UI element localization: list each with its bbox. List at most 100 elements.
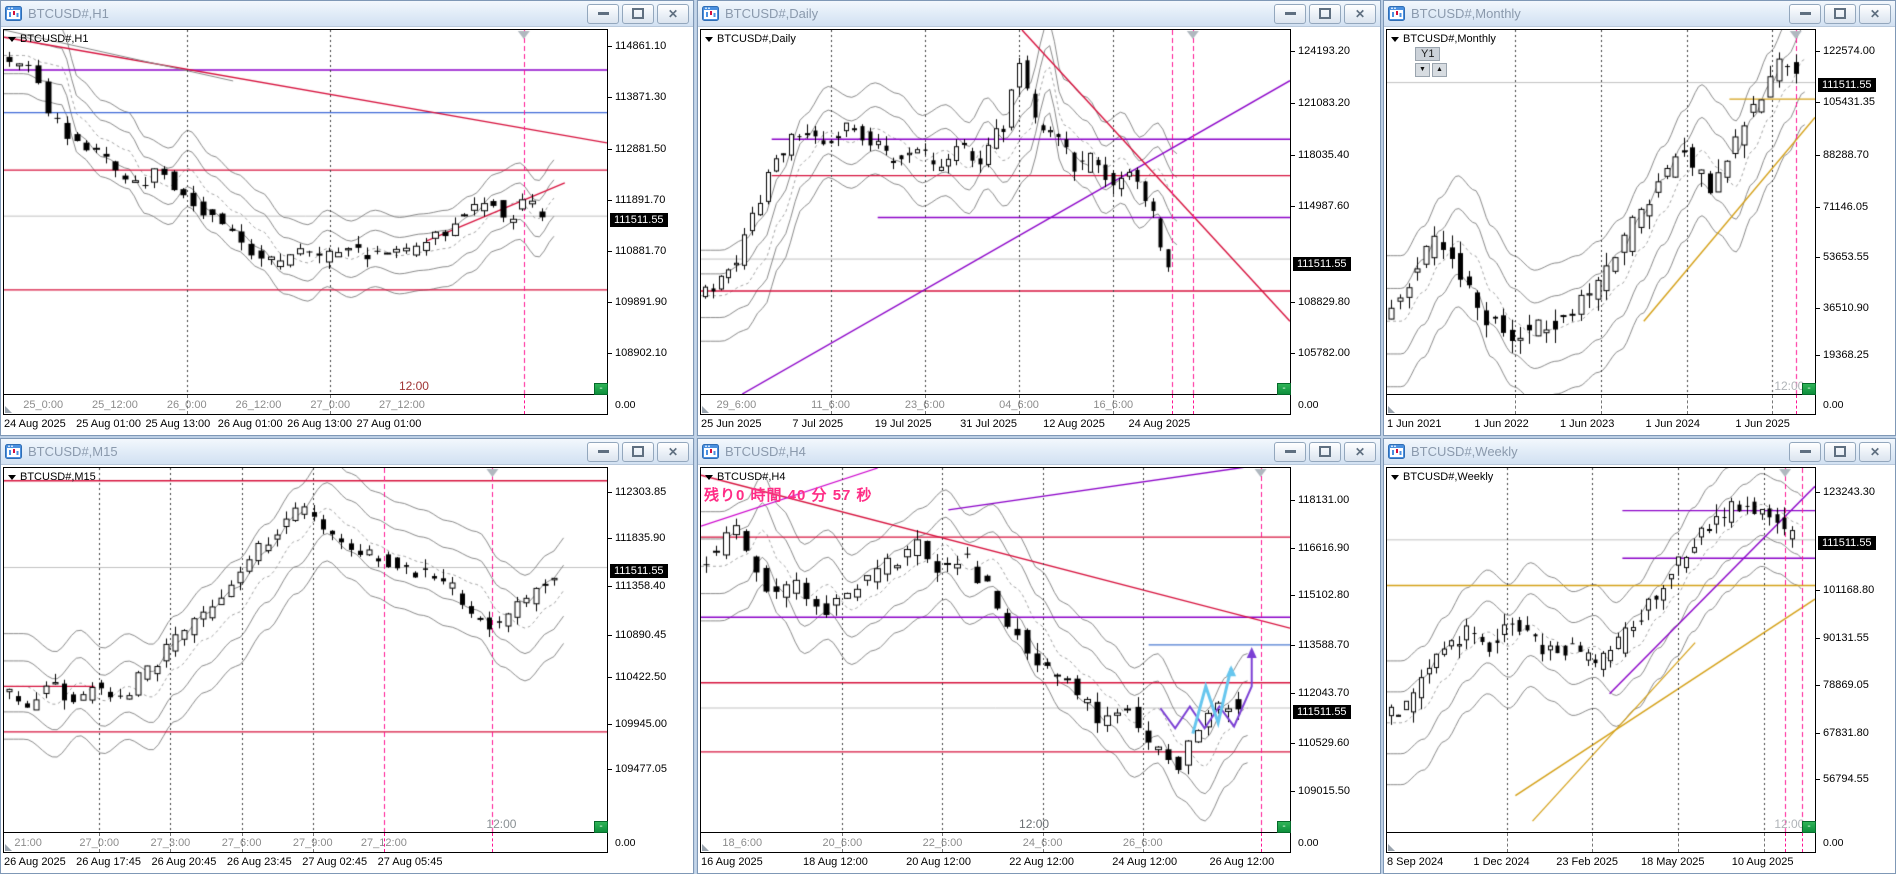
minimize-button[interactable] [1789, 3, 1821, 24]
current-price-box: 111511.55 [1818, 536, 1876, 551]
separator-dash [1795, 395, 1797, 414]
minimize-button[interactable] [587, 3, 619, 24]
axis-tick [1291, 790, 1295, 792]
axis-tick [608, 251, 612, 253]
chart-canvas [4, 468, 607, 832]
price-axis-label: 108902.10 [615, 347, 667, 360]
close-icon: ✕ [667, 6, 679, 21]
axis-tick [608, 302, 612, 304]
price-axis-label: 90131.55 [1823, 632, 1869, 645]
price-scale[interactable]: 114861.10 113871.30 112881.50 111891.70 1108… [608, 29, 693, 432]
close-button[interactable]: ✕ [657, 441, 689, 462]
subwindow-expand-button[interactable]: - [1802, 383, 1816, 395]
subwindow-expand-button[interactable]: - [1277, 383, 1291, 395]
main-chart-area[interactable]: BTCUSD#,H1 12:00 - [3, 29, 608, 395]
window-body: BTCUSD#,H4 残り0 時間 40 分 57 秒 12:00-118131.0… [698, 465, 1380, 873]
minimize-button[interactable] [1274, 441, 1306, 462]
maximize-button[interactable] [1309, 3, 1341, 24]
price-axis-label: 109891.90 [615, 296, 667, 309]
axis-tick [1291, 102, 1295, 104]
price-scale[interactable]: 123243.30 101168.80 90131.55 78869.05 67831.… [1816, 467, 1895, 870]
date-axis-label: 1 Jun 2022 [1474, 418, 1529, 430]
window-title: BTCUSD#,M15 [28, 444, 118, 459]
axis-tick [608, 676, 612, 678]
price-axis-label: 122574.00 [1823, 44, 1875, 57]
window-titlebar[interactable]: BTCUSD#,Daily ✕ [698, 1, 1380, 27]
date-axis-label: 18 May 2025 [1640, 856, 1705, 868]
price-scale[interactable]: 112303.85 111835.90 111358.40 110890.45 1104… [608, 467, 693, 870]
axis-tick [1816, 684, 1820, 686]
period-separator-panel: 29_6:00 11_6:00 23_6:00 04_6:00 16_6:00 [700, 394, 1291, 415]
price-scale[interactable]: 118131.00 116616.90 115102.80 113588.70 1120… [1291, 467, 1380, 870]
date-axis-label: 19 Jul 2025 [874, 418, 932, 430]
window-titlebar[interactable]: BTCUSD#,M15 ✕ [1, 439, 693, 465]
price-scale[interactable]: 124193.20 121083.20 118035.40 114987.60 1088… [1291, 29, 1380, 432]
date-axis-label: 22 Aug 12:00 [1009, 856, 1075, 868]
separator-dash [1772, 395, 1774, 414]
main-chart-area[interactable]: BTCUSD#,Monthly Y1 ▼ ▲ 12:00- [1386, 29, 1816, 395]
window-titlebar[interactable]: BTCUSD#,Weekly ✕ [1384, 439, 1895, 465]
date-axis-label: 26 Aug 2025 [4, 856, 66, 868]
axis-tick [1816, 256, 1820, 258]
close-button[interactable]: ✕ [1859, 441, 1891, 462]
window-titlebar[interactable]: BTCUSD#,Monthly ✕ [1384, 1, 1895, 27]
subwindow-expand-button[interactable]: - [1277, 821, 1291, 833]
main-chart-area[interactable]: BTCUSD#,H4 残り0 時間 40 分 57 秒 12:00 - [700, 467, 1291, 833]
chart-symbol-text: BTCUSD#,H1 [20, 33, 89, 45]
candle-countdown-text: 残り0 時間 40 分 57 秒 [704, 487, 873, 504]
dropdown-arrow-icon [1391, 36, 1399, 42]
period-separator-panel [1386, 832, 1816, 853]
maximize-button[interactable] [1824, 441, 1856, 462]
window-controls: ✕ [1274, 441, 1376, 462]
main-chart-area[interactable]: BTCUSD#,M15 12:00 - [3, 467, 608, 833]
maximize-button[interactable] [1309, 441, 1341, 462]
minimize-icon [597, 12, 609, 15]
chart-symbol-label: BTCUSD#,Weekly [1391, 471, 1493, 483]
price-axis-label: 111835.90 [615, 532, 666, 545]
window-titlebar[interactable]: BTCUSD#,H1 ✕ [1, 1, 693, 27]
minimize-button[interactable] [1274, 3, 1306, 24]
chart-window: BTCUSD#,Daily ✕ BTCUSD#,Daily - 124193.20 121… [697, 0, 1381, 436]
price-axis-label: 118131.00 [1298, 494, 1350, 507]
window-titlebar[interactable]: BTCUSD#,H4 ✕ [698, 439, 1380, 465]
subwindow-expand-button[interactable]: - [594, 383, 608, 395]
period-separator-panel: 18_6:00 20_6:00 22_6:00 24_6:00 26_6:00 [700, 832, 1291, 853]
scroll-marker-icon [1388, 406, 1395, 413]
minimize-button[interactable] [587, 441, 619, 462]
price-axis-label: 109015.50 [1298, 784, 1350, 797]
chart-canvas [1387, 468, 1815, 832]
close-button[interactable]: ✕ [657, 3, 689, 24]
window-body: BTCUSD#,Weekly 12:00- 123243.30 101168.80 90… [1384, 465, 1895, 873]
minimize-button[interactable] [1789, 441, 1821, 462]
main-chart-area[interactable]: BTCUSD#,Daily - [700, 29, 1291, 395]
separator-dash [1515, 395, 1517, 414]
separator-dash [170, 833, 172, 852]
price-axis-label: 114987.60 [1298, 200, 1350, 213]
chart-window: BTCUSD#,H1 ✕ BTCUSD#,H1 12:00 - 114861.10 1138… [0, 0, 694, 436]
separator-dash [1785, 833, 1787, 852]
price-axis-label: 110881.70 [615, 245, 667, 258]
step-up-button[interactable]: ▲ [1432, 63, 1447, 77]
maximize-button[interactable] [622, 441, 654, 462]
window-title: BTCUSD#,H1 [28, 6, 109, 21]
axis-tick [1816, 50, 1820, 52]
chart-window: BTCUSD#,H4 ✕ BTCUSD#,H4 残り0 時間 40 分 57 秒 12:… [697, 438, 1381, 874]
maximize-button[interactable] [1824, 3, 1856, 24]
maximize-button[interactable] [622, 3, 654, 24]
close-button[interactable]: ✕ [1344, 3, 1376, 24]
main-chart-area[interactable]: BTCUSD#,Weekly 12:00- [1386, 467, 1816, 833]
close-icon: ✕ [1354, 6, 1366, 21]
date-axis-label: 26 Aug 12:00 [1209, 856, 1275, 868]
close-button[interactable]: ✕ [1344, 441, 1376, 462]
date-axis: 24 Aug 2025 25 Aug 01:00 25 Aug 13:00 26 Au… [3, 418, 691, 432]
subwindow-expand-button[interactable]: - [1802, 821, 1816, 833]
price-axis-label: 78869.05 [1823, 678, 1869, 691]
close-button[interactable]: ✕ [1859, 3, 1891, 24]
separator-dash [924, 395, 926, 414]
price-scale[interactable]: 122574.00 105431.35 88288.70 71146.05 53653.… [1816, 29, 1895, 432]
price-axis-label: 124193.20 [1298, 45, 1350, 58]
axis-tick [608, 353, 612, 355]
subwindow-expand-button[interactable]: - [594, 821, 608, 833]
session-time-label: 12:00 [1019, 817, 1050, 831]
step-down-button[interactable]: ▼ [1415, 63, 1430, 77]
